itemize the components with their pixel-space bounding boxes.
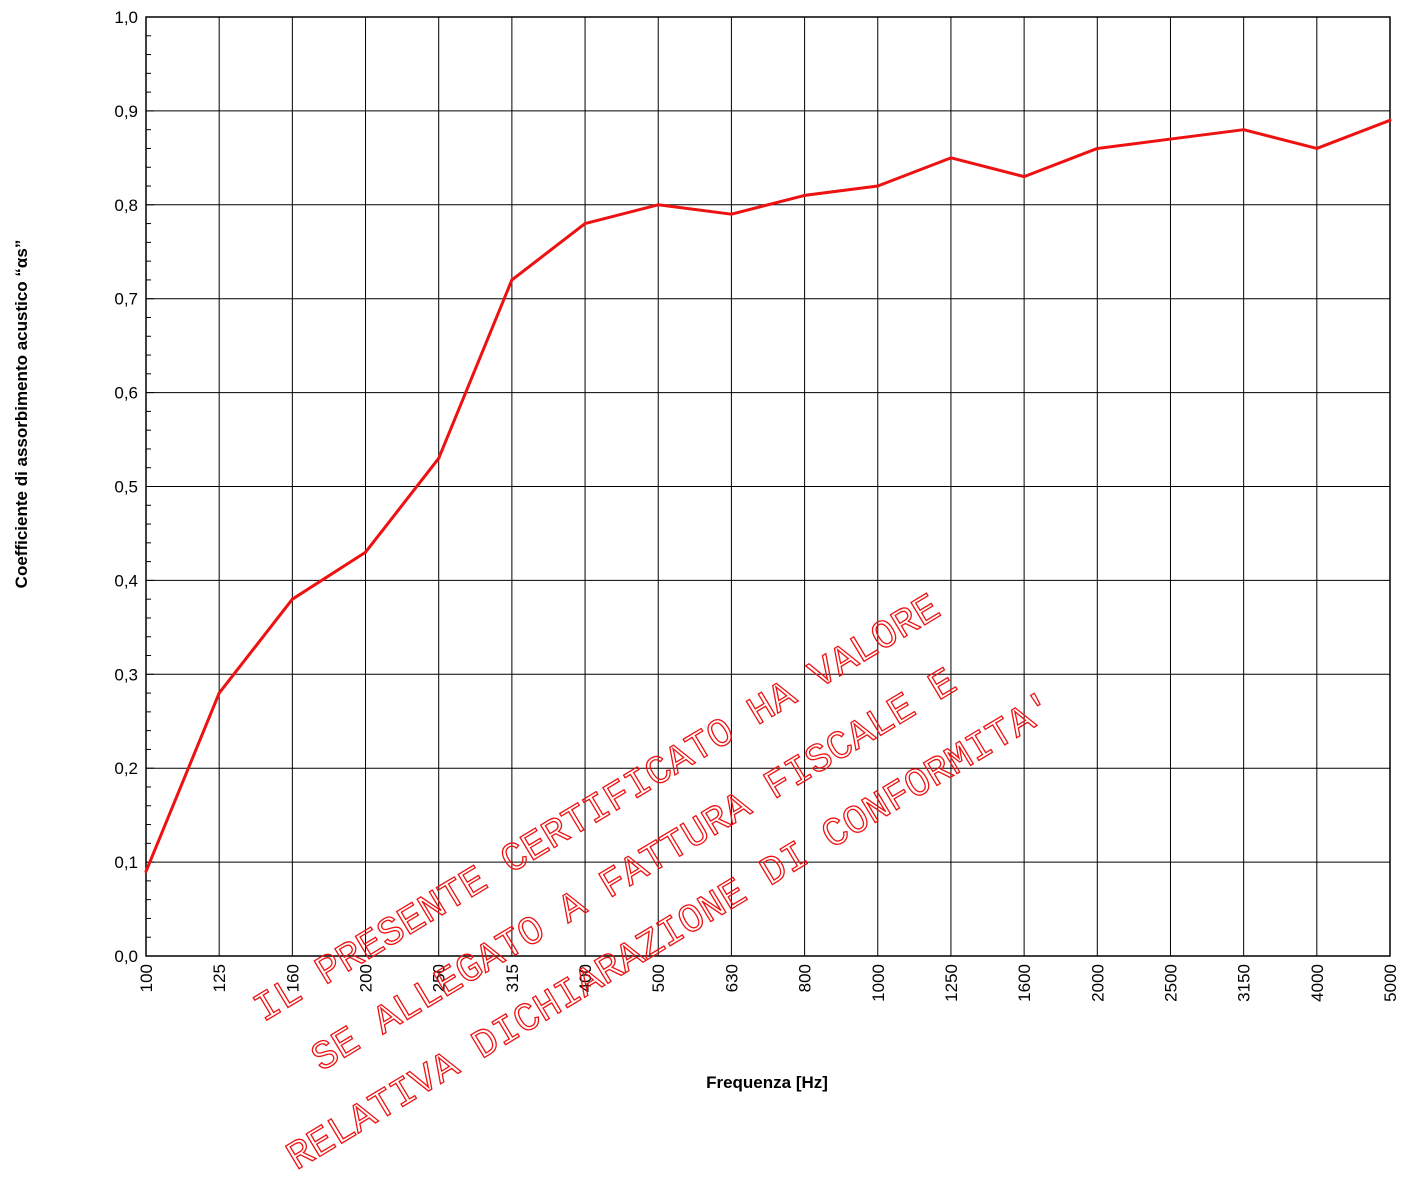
y-tick-label: 0,3 [114, 665, 138, 684]
x-tick-label: 315 [503, 964, 522, 992]
y-minor-ticks [146, 16, 154, 957]
data-point [1388, 118, 1392, 122]
x-tick-label: 2000 [1088, 964, 1107, 1002]
y-tick-label: 0,4 [114, 571, 138, 590]
y-tick-label: 0,1 [114, 853, 138, 872]
y-tick-labels: 0,0 0,1 0,2 0,3 0,4 0,5 0,6 0,7 0,8 0,9 1,0 [114, 8, 138, 966]
x-tick-label: 160 [283, 964, 302, 992]
data-point [290, 597, 294, 601]
x-tick-label: 1600 [1015, 964, 1034, 1002]
x-tick-label: 800 [796, 964, 815, 992]
y-tick-label: 0,7 [114, 290, 138, 309]
data-point [437, 456, 441, 460]
x-tick-label: 200 [357, 964, 376, 992]
watermark-line: SE ALLEGATO A FATTURA FISCALE E [305, 661, 966, 1083]
x-tick-label: 3150 [1235, 964, 1254, 1002]
data-point [876, 184, 880, 188]
data-point [1315, 146, 1319, 150]
data-point [1022, 175, 1026, 179]
data-point [1095, 146, 1099, 150]
data-point [144, 869, 148, 873]
data-point [364, 550, 368, 554]
x-tick-label: 1250 [942, 964, 961, 1002]
data-point [1168, 137, 1172, 141]
x-tick-label: 4000 [1308, 964, 1327, 1002]
x-tick-label: 5000 [1381, 964, 1400, 1002]
data-point [1242, 128, 1246, 132]
x-axis-title: Frequenza [Hz] [706, 1073, 828, 1092]
x-tick-label: 125 [210, 964, 229, 992]
x-tick-label: 1000 [869, 964, 888, 1002]
data-point [949, 156, 953, 160]
data-point [729, 212, 733, 216]
y-tick-label: 0,8 [114, 196, 138, 215]
x-tick-label: 500 [649, 964, 668, 992]
y-tick-label: 0,0 [114, 947, 138, 966]
grid-lines [146, 17, 1390, 956]
x-tick-label: 250 [430, 964, 449, 992]
x-tick-label: 630 [722, 964, 741, 992]
y-tick-label: 0,5 [114, 478, 138, 497]
x-tick-label: 400 [576, 964, 595, 992]
y-tick-label: 1,0 [114, 8, 138, 27]
data-point [217, 691, 221, 695]
y-tick-label: 0,9 [114, 102, 138, 121]
y-tick-label: 0,2 [114, 759, 138, 778]
data-point [803, 193, 807, 197]
y-axis-title: Coefficiente di assorbimento acustico “α… [12, 240, 31, 589]
series-line [144, 118, 1391, 873]
data-point [583, 222, 587, 226]
x-tick-labels: 100 125 160 200 250 315 400 500 630 800 1000 1250 16… [137, 964, 1400, 1002]
y-tick-label: 0,6 [114, 384, 138, 403]
data-points [144, 118, 1392, 873]
data-point [656, 203, 660, 207]
x-tick-label: 2500 [1161, 964, 1180, 1002]
data-point [510, 278, 514, 282]
x-tick-label: 100 [137, 964, 156, 992]
